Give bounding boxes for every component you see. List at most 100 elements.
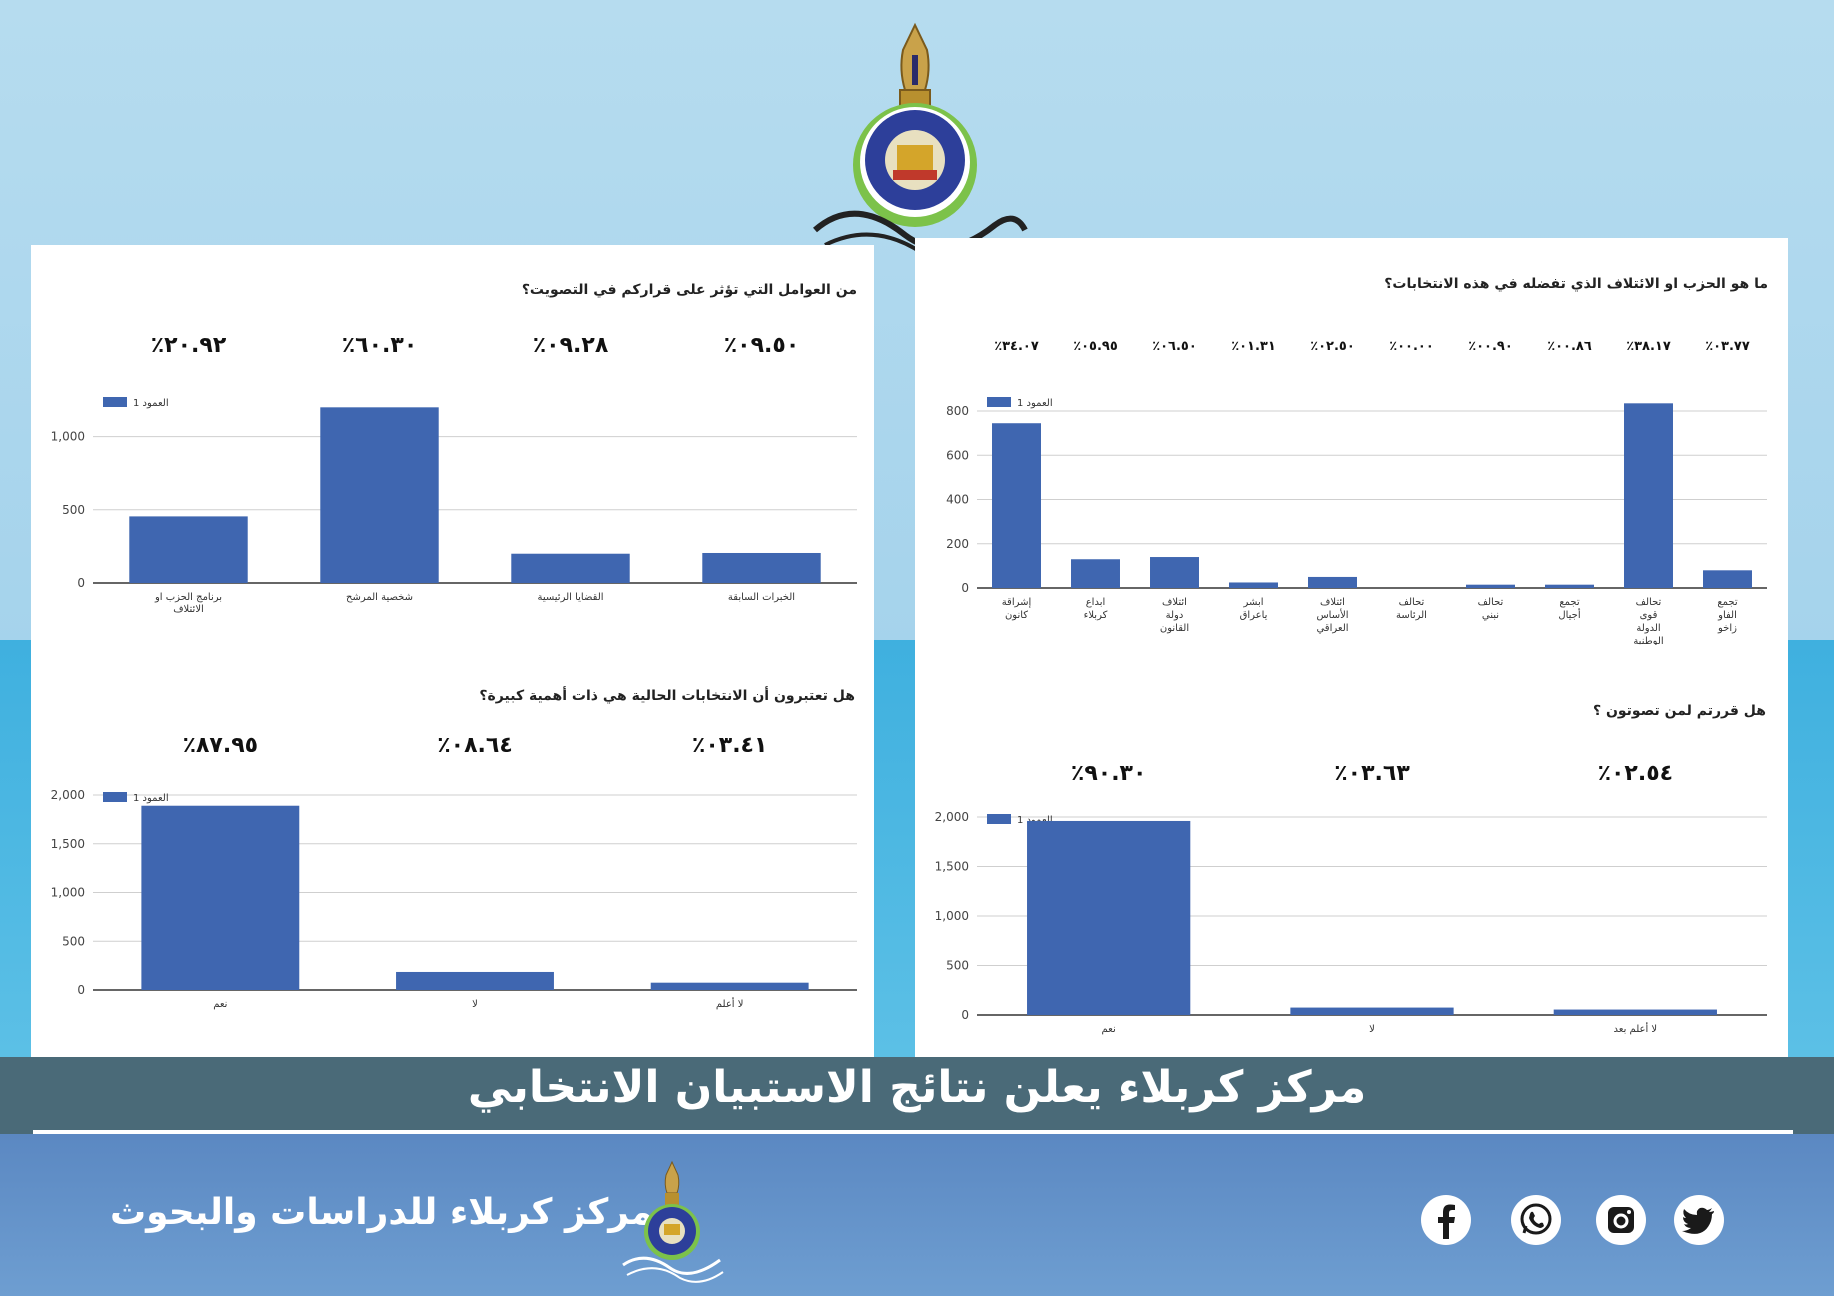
bar [141, 805, 300, 990]
percent-label: ٪٨٧.٩٥ [183, 733, 259, 758]
bar [396, 971, 554, 990]
category-label: تجمع أجيال [1558, 597, 1581, 621]
percent-label: ٪٣٤.٠٧ [994, 339, 1039, 354]
legend-label: العمود 1 [1017, 398, 1053, 409]
category-label: تحالف قوى الدولة الوطنية [1633, 597, 1663, 645]
y-tick-label: 0 [77, 983, 85, 997]
category-label: لا أعلم بعد [1614, 1022, 1658, 1035]
legend-swatch [987, 397, 1011, 407]
bar [1545, 584, 1594, 588]
legend-label: العمود 1 [1017, 815, 1053, 826]
y-tick-label: 400 [946, 493, 969, 507]
bar [320, 407, 439, 583]
percent-label: ٪٠٨.٦٤ [437, 733, 513, 758]
category-label: إشراقة كانون [1002, 597, 1032, 621]
chart-importance: 0 500 1,000 1,500 2,000 العمود 1 ٪٨٧.٩٥ نعم ٪٠٨.… [51, 733, 857, 1010]
percent-label: ٪٠٦.٥٠ [1152, 339, 1197, 354]
percent-label: ٪٠١.٣١ [1231, 339, 1276, 354]
category-label: برنامج الحزب او الائتلاف [154, 592, 222, 615]
percent-label: ٪٠٢.٥٠ [1310, 339, 1355, 354]
category-label: تحالف الرئاسة [1396, 597, 1427, 621]
bar [1553, 1009, 1717, 1015]
bar [1229, 582, 1278, 588]
y-tick-label: 500 [62, 503, 85, 517]
y-tick-label: 1,000 [935, 909, 969, 923]
bar [702, 552, 821, 583]
percent-label: ٪٠٣.٧٧ [1705, 339, 1750, 354]
bar [129, 516, 248, 583]
instagram-icon[interactable] [1596, 1195, 1646, 1245]
chart-decided: 0 500 1,000 1,500 2,000 العمود 1 ٪٩٠.٣٠ نعم ٪٠٣.… [935, 761, 1767, 1035]
bar [1466, 584, 1515, 588]
category-label: تجمع الفاو زاخو [1717, 597, 1738, 634]
bar [1290, 1007, 1454, 1015]
percent-label: ٪٠٠.٨٦ [1547, 339, 1592, 354]
percent-label: ٪٠٢.٥٤ [1598, 761, 1674, 786]
y-tick-label: 800 [946, 404, 969, 418]
percent-label: ٪٩٠.٣٠ [1071, 761, 1147, 786]
y-tick-label: 1,000 [51, 886, 85, 900]
category-label: ائتلاف دولة القانون [1160, 597, 1189, 634]
category-label: نعم [213, 999, 227, 1010]
banner-divider [33, 1130, 1793, 1134]
legend-label: العمود 1 [133, 793, 169, 804]
bar [992, 423, 1041, 588]
chart-party: 0 200 400 600 800 العمود 1 ٪٣٤.٠٧ إشراقة كانون ٪٠… [946, 339, 1767, 645]
y-tick-label: 1,000 [51, 430, 85, 444]
percent-label: ٪٦٠.٣٠ [342, 333, 418, 358]
bar [1071, 559, 1120, 588]
chart-party-title: ما هو الحزب او الائتلاف الذي تفضله في هذ… [1384, 276, 1768, 292]
percent-label: ٪٠٩.٥٠ [724, 333, 800, 358]
legend-swatch [103, 397, 127, 407]
bar [511, 553, 630, 583]
percent-label: ٪٠٠.٠٠ [1389, 339, 1434, 354]
footer-org-name: مركز كربلاء للدراسات والبحوث [110, 1192, 653, 1233]
y-tick-label: 1,500 [51, 837, 85, 851]
category-label: نعم [1102, 1024, 1116, 1035]
category-label: ابشر ياعراق [1240, 597, 1268, 621]
bar [650, 982, 809, 990]
twitter-icon[interactable] [1674, 1195, 1724, 1245]
footer-logo [622, 1160, 724, 1283]
whatsapp-icon[interactable] [1511, 1195, 1561, 1245]
title-banner [0, 1057, 1834, 1137]
y-tick-label: 500 [62, 934, 85, 948]
percent-label: ٪٣٨.١٧ [1626, 339, 1671, 354]
percent-label: ٪٠٥.٩٥ [1073, 339, 1118, 354]
category-label: لا أعلم [716, 997, 744, 1010]
category-label: ابداع كربلاء [1084, 597, 1108, 621]
category-label: لا [472, 999, 478, 1010]
karbala-center-logo [813, 22, 1028, 265]
percent-label: ٪٠٣.٤١ [692, 733, 768, 758]
y-tick-label: 600 [946, 448, 969, 462]
category-label: تحالف نبني [1478, 597, 1504, 621]
legend-swatch [987, 814, 1011, 824]
y-tick-label: 2,000 [935, 810, 969, 824]
chart-factors-title: من العوامل التي تؤثر على قراركم في التصو… [521, 282, 857, 298]
chart-decided-title: هل قررتم لمن تصوتون ؟ [1592, 703, 1766, 719]
y-tick-label: 0 [77, 576, 85, 590]
bar [1624, 403, 1673, 588]
category-label: ائتلاف الأساس العراقي [1316, 597, 1348, 634]
y-tick-label: 0 [961, 581, 969, 595]
bar [1308, 576, 1357, 588]
bar [1703, 570, 1752, 588]
percent-label: ٪٠٩.٢٨ [533, 333, 609, 358]
bar [1150, 557, 1199, 588]
bar [1027, 820, 1191, 1015]
y-tick-label: 2,000 [51, 788, 85, 802]
category-label: شخصية المرشح [346, 592, 413, 603]
chart-factors: 0 500 1,000 العمود 1 ٪٢٠.٩٢ برنامج الحزب او ال… [51, 333, 857, 615]
banner-title: مركز كربلاء يعلن نتائج الاستبيان الانتخا… [467, 1062, 1367, 1113]
category-label: الخبرات السابقة [728, 592, 795, 603]
legend-swatch [103, 792, 127, 802]
y-tick-label: 1,500 [935, 860, 969, 874]
y-tick-label: 500 [946, 959, 969, 973]
percent-label: ٪٠٣.٦٣ [1334, 761, 1410, 786]
percent-label: ٪٢٠.٩٢ [151, 333, 227, 358]
percent-label: ٪٠٠.٩٠ [1468, 339, 1513, 354]
facebook-icon[interactable] [1421, 1195, 1471, 1245]
y-tick-label: 200 [946, 537, 969, 551]
category-label: لا [1369, 1024, 1375, 1035]
y-tick-label: 0 [961, 1008, 969, 1022]
